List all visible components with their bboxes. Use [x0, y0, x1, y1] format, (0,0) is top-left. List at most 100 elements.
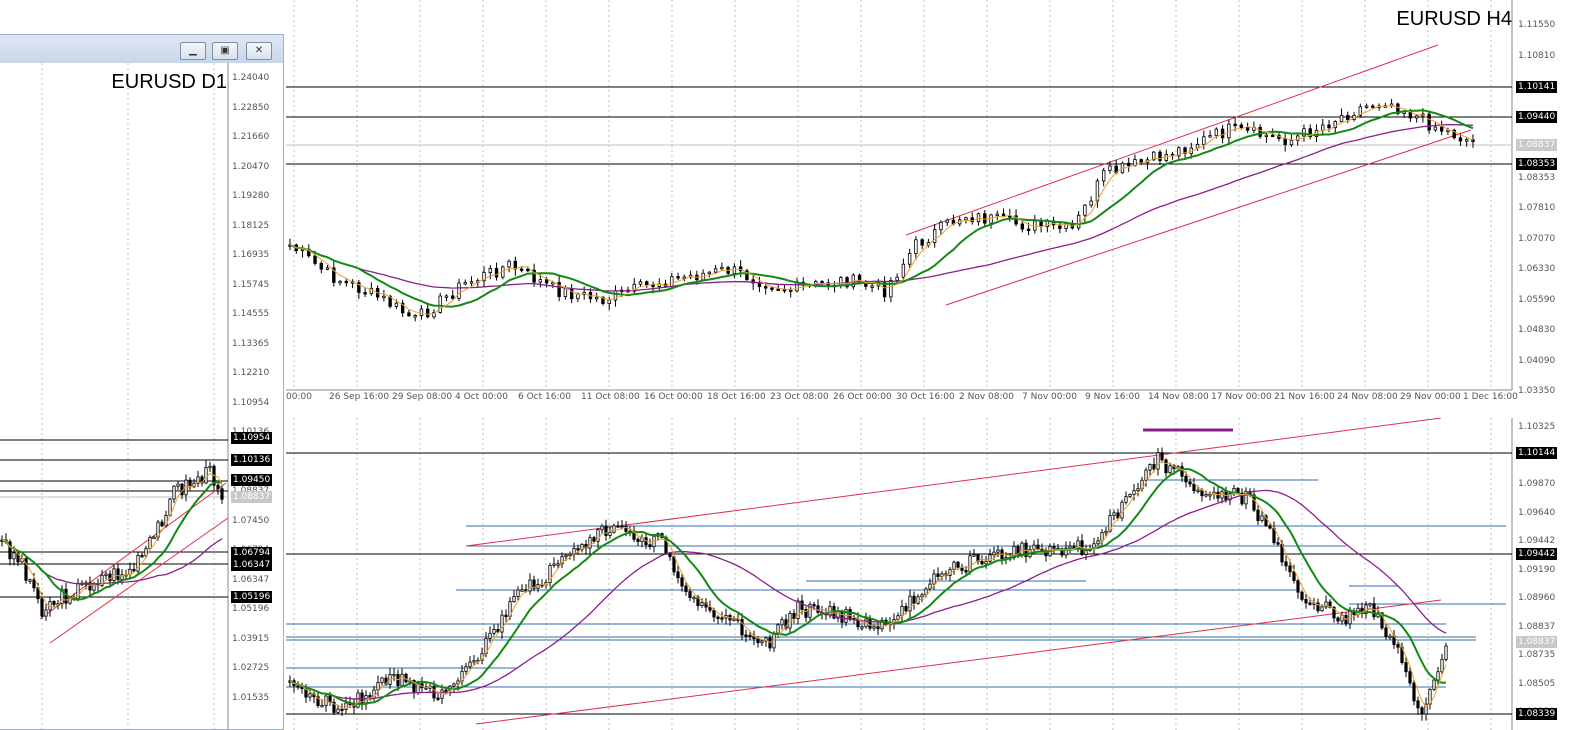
- h4-candle: [920, 239, 924, 246]
- h4-candle: [707, 271, 712, 275]
- lower-candle: [1284, 561, 1288, 567]
- lower-candle: [1304, 598, 1308, 604]
- price-tick-label: 1.05590: [1518, 294, 1556, 305]
- lower-candle: [552, 563, 556, 566]
- lower-candle: [896, 615, 900, 620]
- lower-candle: [904, 606, 908, 612]
- time-tick-label: 18 Oct 16:00: [707, 392, 766, 402]
- h4-candle: [995, 213, 999, 216]
- h4-candle: [1433, 126, 1438, 131]
- lower-candle: [1264, 515, 1268, 527]
- lower-candle: [680, 577, 684, 587]
- h4-candle: [507, 260, 511, 268]
- h4-candle: [1076, 214, 1081, 229]
- lower-candle: [756, 638, 760, 644]
- lower-candle: [612, 525, 616, 533]
- lower-candle: [968, 555, 972, 573]
- price-tick-label: 1.14555: [232, 309, 270, 319]
- lower-candle: [1096, 540, 1100, 545]
- lower-candle: [688, 591, 692, 598]
- d1-chart-window[interactable]: ▁ ▣ ✕ EURUSD D1 1.24040 1.22850 1.21660 1.2…: [0, 34, 284, 730]
- h4-candle: [1026, 228, 1031, 232]
- lower-candle: [1124, 496, 1128, 503]
- lower-candle: [1084, 550, 1088, 555]
- lower-candle: [604, 525, 608, 536]
- lower-candle: [880, 619, 884, 630]
- lower-candle: [488, 632, 492, 639]
- close-button[interactable]: ✕: [246, 42, 272, 60]
- lower-candle: [556, 563, 560, 566]
- lower-candle: [384, 677, 388, 685]
- lower-candle: [912, 595, 916, 604]
- time-tick-label: 26 Sep 16:00: [329, 392, 390, 402]
- d1-chart-canvas[interactable]: [0, 63, 284, 730]
- lower-candle: [940, 573, 944, 577]
- lower-candle: [576, 548, 580, 551]
- h4-candle: [776, 288, 780, 291]
- price-tick-label: 1.07450: [232, 515, 270, 526]
- price-tick-label: 1.04830: [1518, 325, 1556, 335]
- h4-candle: [451, 295, 455, 299]
- minimize-button[interactable]: ▁: [180, 42, 206, 60]
- lower-candle: [908, 595, 912, 612]
- lower-candle: [1384, 627, 1388, 637]
- lower-candle: [1312, 602, 1316, 605]
- lower-candle: [1412, 682, 1416, 702]
- lower-candle: [1036, 544, 1040, 550]
- lower-candle: [532, 579, 536, 589]
- h4-candle: [551, 282, 555, 285]
- restore-button[interactable]: ▣: [212, 42, 238, 60]
- lower-candle: [400, 673, 404, 687]
- h4-candle: [413, 315, 417, 318]
- lower-chart-canvas[interactable]: [286, 418, 1582, 730]
- h4-candle: [882, 282, 887, 298]
- d1-candle: [144, 548, 148, 557]
- h4-candle: [1152, 151, 1156, 161]
- lower-candle: [708, 606, 712, 611]
- ma-mid-line: [289, 109, 1474, 308]
- h4-candle: [989, 214, 993, 224]
- lower-candle: [316, 696, 320, 707]
- price-tick-label: 1.24040: [232, 73, 270, 83]
- h4-candle: [1108, 165, 1112, 171]
- lower-candle: [588, 537, 592, 549]
- h4-chart-canvas[interactable]: [286, 0, 1582, 410]
- lower-candle: [1308, 602, 1312, 605]
- h4-candle: [569, 287, 574, 300]
- d1-candle: [60, 588, 64, 604]
- h4-candle: [432, 312, 436, 318]
- h4-candle: [407, 312, 411, 317]
- d1-window-titlebar[interactable]: ▁ ▣ ✕: [0, 35, 283, 64]
- lower-chart-pane[interactable]: 1.10325 1.10144 1.09870 1.09640 1.09442 1.091…: [286, 418, 1582, 730]
- d1-candle: [152, 536, 156, 540]
- lower-candle: [1260, 515, 1264, 522]
- h4-candle: [645, 281, 649, 286]
- h4-level-tag-2: 1.09440: [1516, 111, 1558, 123]
- time-tick-label: 11 Oct 08:00: [581, 392, 640, 402]
- lower-candle: [512, 596, 516, 602]
- lower-candle: [792, 613, 796, 620]
- h4-candle: [732, 266, 737, 274]
- lower-candle: [956, 561, 960, 568]
- h4-candle: [563, 287, 568, 298]
- d1-candle: [52, 601, 56, 605]
- h4-chart-pane[interactable]: EURUSD H4 1.11550 1.10810 1.10141 1.09440 1.…: [286, 0, 1582, 410]
- price-tick-label: 1.19280: [232, 191, 270, 201]
- h4-candle: [1208, 135, 1212, 138]
- h4-candle: [1039, 220, 1043, 227]
- price-tick-label: 1.02725: [232, 663, 270, 673]
- lower-candle: [592, 537, 596, 542]
- d1-candle: [16, 552, 20, 563]
- ma-slow-line: [289, 124, 1474, 292]
- lower-candle: [1116, 512, 1120, 519]
- time-tick-label: 23 Oct 08:00: [770, 392, 829, 402]
- h4-candle: [357, 282, 361, 293]
- lower-candle: [1180, 466, 1184, 477]
- lower-candle: [392, 673, 396, 677]
- h4-candle: [670, 276, 674, 287]
- h4-candle: [1339, 115, 1344, 122]
- h4-candle: [763, 286, 768, 289]
- lower-candle: [1064, 547, 1068, 556]
- lower-candle: [812, 604, 816, 607]
- d1-symbol-label: EURUSD D1: [111, 71, 227, 93]
